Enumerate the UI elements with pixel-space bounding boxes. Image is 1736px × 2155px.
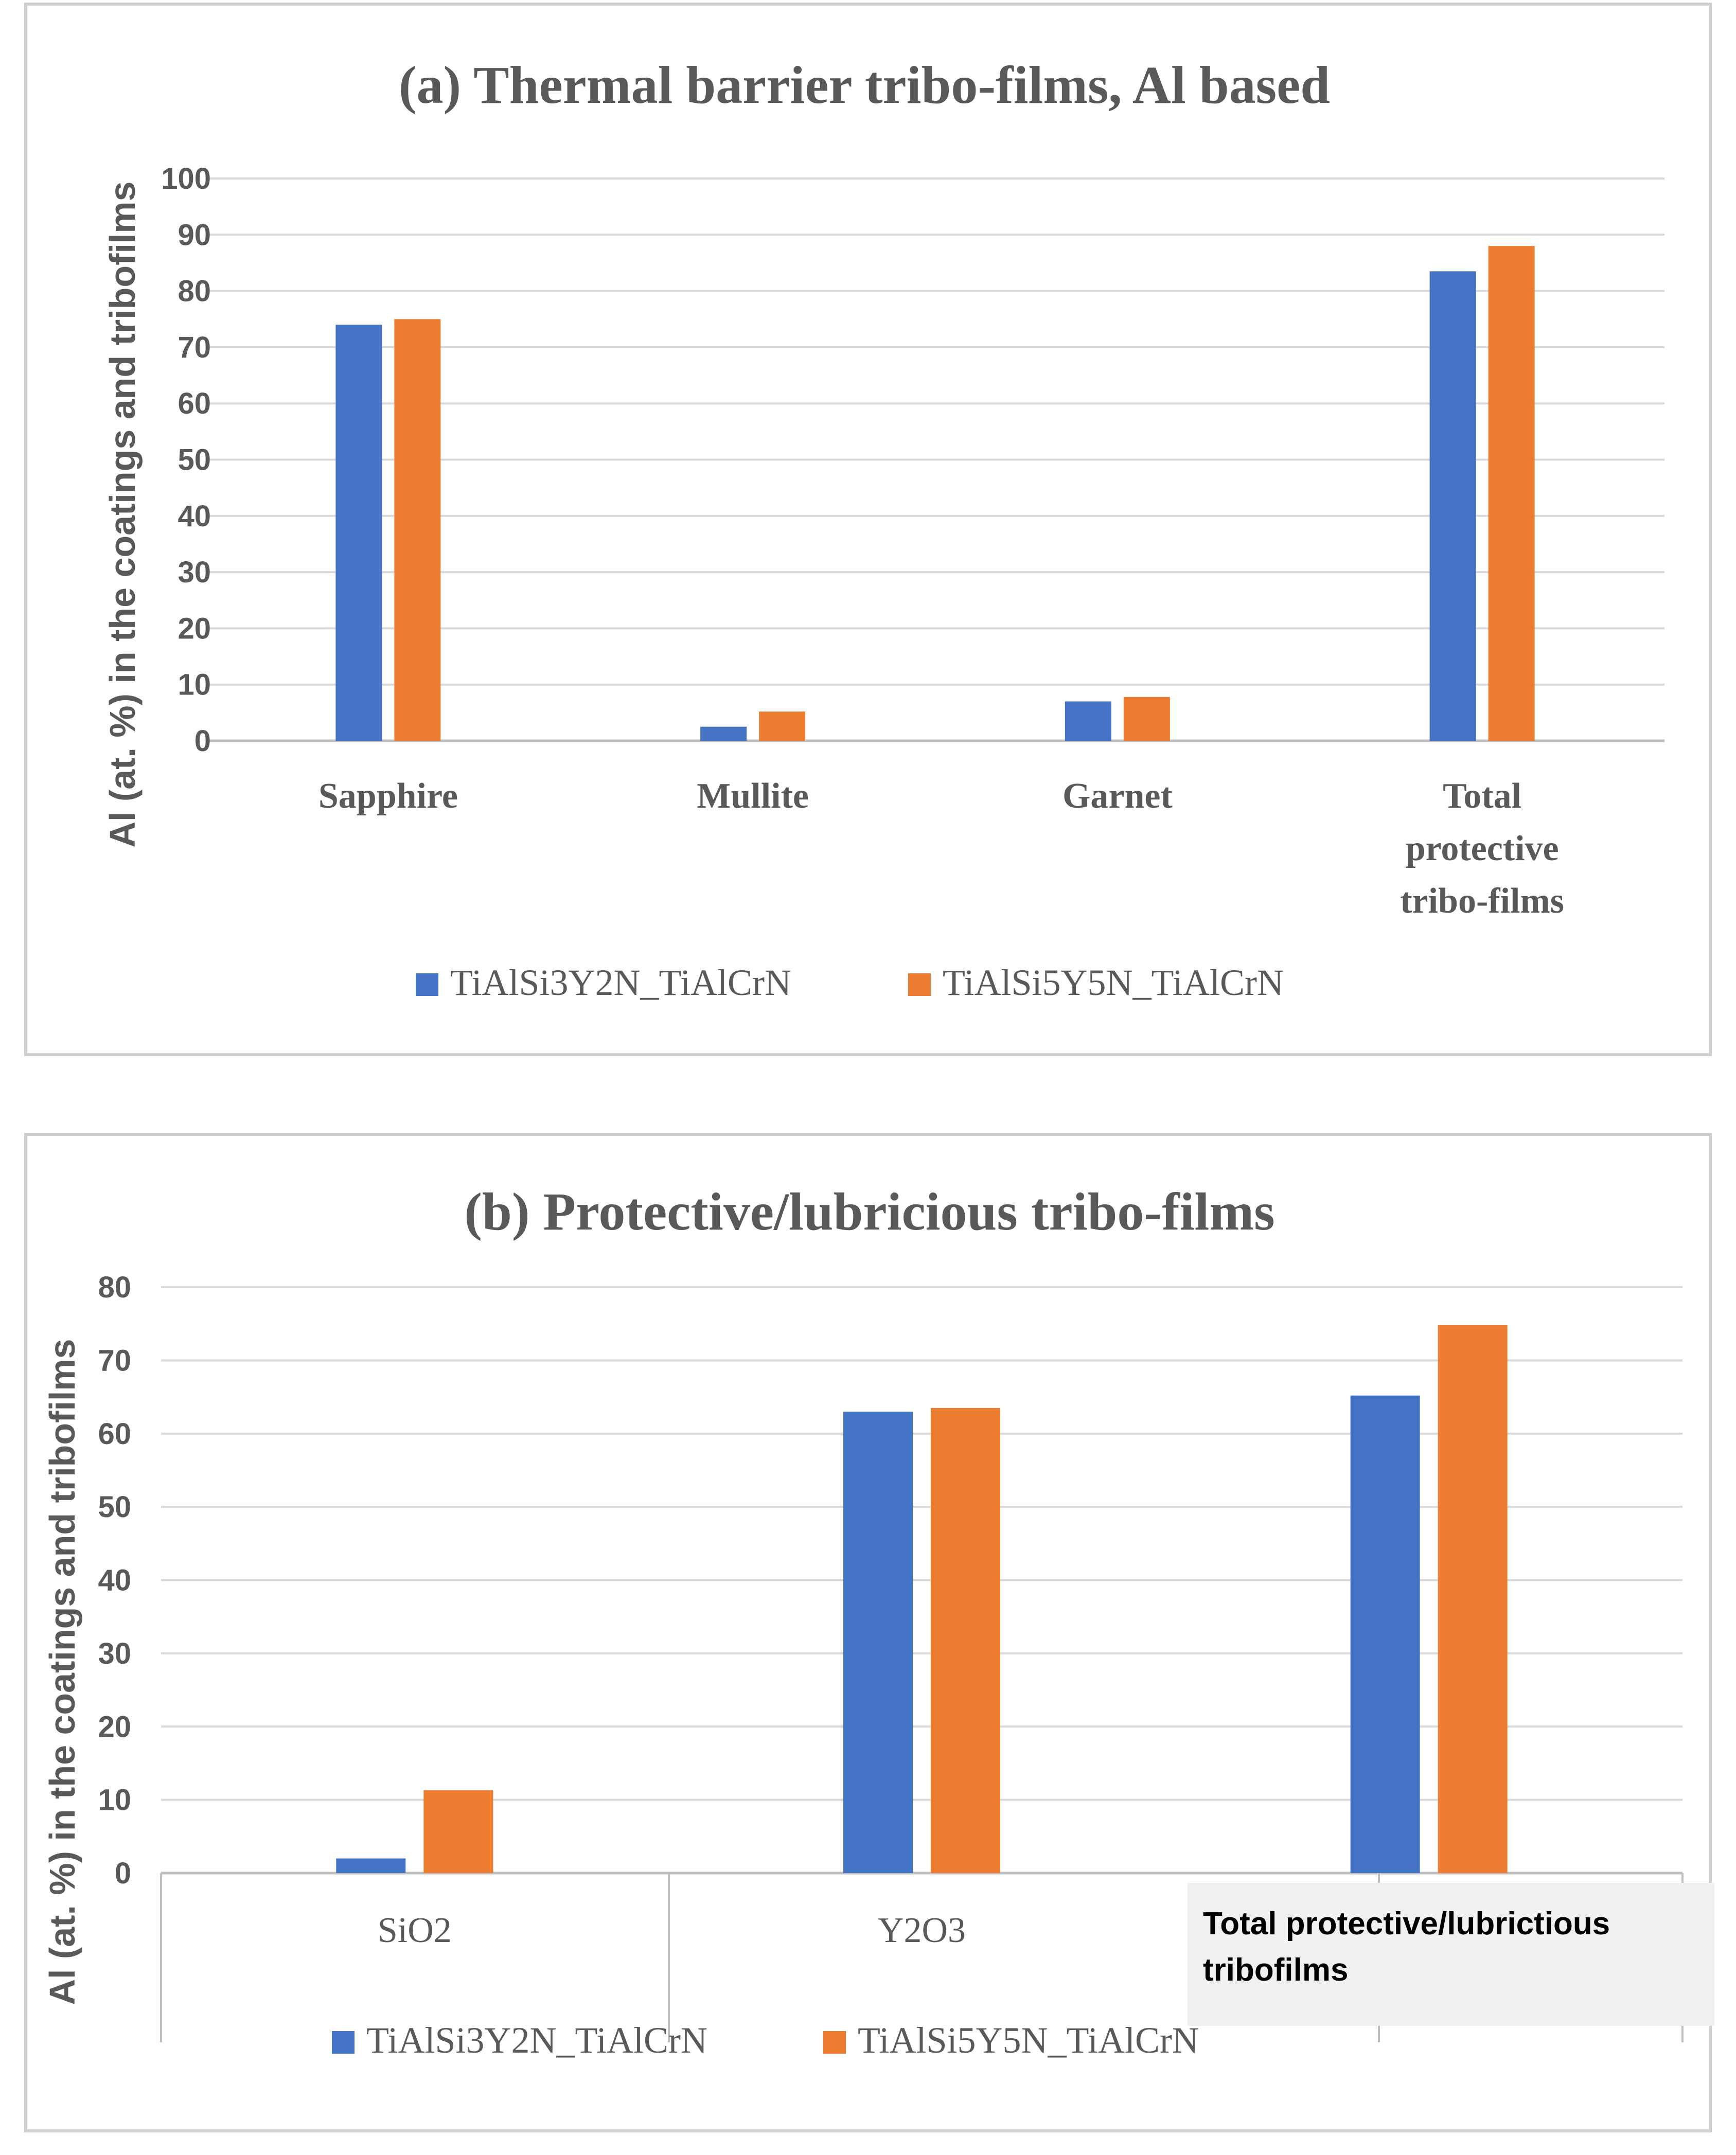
chart-a-y-tick-label: 80: [178, 275, 211, 308]
chart-a-legend-swatch-series2: [908, 973, 931, 996]
chart-b-bar-2-3: [1438, 1325, 1508, 1873]
chart-b-bar-1-2: [843, 1412, 913, 1873]
chart-a-y-tick-label: 90: [178, 218, 211, 252]
chart-b-y-tick-label: 50: [98, 1490, 131, 1524]
chart-b-bar-2-1: [423, 1790, 493, 1873]
chart-b-legend-label-series2: TiAlSi5Y5N_TiAlCrN: [858, 2020, 1199, 2061]
chart-b-y-tick-label: 20: [98, 1710, 131, 1743]
chart-a-bar-2-4: [1488, 246, 1535, 741]
overlay-label-line2: tribofilms: [1203, 1952, 1348, 1988]
chart-b-y-tick-label: 30: [98, 1637, 131, 1670]
chart-b-y-tick-label: 0: [115, 1857, 131, 1890]
chart-b-y-tick-label: 60: [98, 1417, 131, 1451]
chart-a-plot: 0 10 20 30 40 50 60 70 80 90 100 Sapphire Mullite Gar…: [161, 162, 1664, 921]
chart-a-bar-1-4: [1429, 271, 1476, 741]
chart-a-bar-1-1: [335, 325, 382, 741]
chart-a-y-tick-label: 30: [178, 556, 211, 589]
chart-a-y-tick-label: 50: [178, 443, 211, 477]
overlay-label-background: [1188, 1883, 1714, 2026]
chart-a-bar-1-3: [1065, 701, 1111, 741]
chart-a-bar-1-2: [700, 726, 747, 741]
chart-b-overlay-category-label: Total protective/lubrictious tribofilms: [1188, 1883, 1714, 2026]
chart-a-bar-2-1: [394, 319, 441, 741]
chart-a-y-tick-label: 40: [178, 500, 211, 533]
chart-b-legend-swatch-series2: [823, 2031, 846, 2054]
chart-a-y-tick-label: 70: [178, 331, 211, 364]
chart-a-category-label: protective: [1406, 829, 1559, 868]
chart-b-title: (b) Protective/lubricious tribo-films: [464, 1182, 1274, 1241]
chart-b-category-label: SiO2: [378, 1911, 452, 1950]
chart-a-legend-swatch-series1: [416, 973, 438, 996]
chart-a-category-label: Sapphire: [318, 776, 458, 816]
chart-a-title: (a) Thermal barrier tribo-films, Al base…: [399, 56, 1330, 115]
chart-a-bar-2-2: [759, 711, 806, 741]
chart-a-legend: TiAlSi3Y2N_TiAlCrN TiAlSi5Y5N_TiAlCrN: [416, 962, 1284, 1003]
chart-a-y-tick-label: 10: [178, 668, 211, 702]
chart-a-legend-label-series1: TiAlSi3Y2N_TiAlCrN: [450, 962, 791, 1003]
chart-a-y-tick-label: 100: [161, 162, 211, 195]
chart-a-y-tick-label: 60: [178, 387, 211, 420]
chart-a-category-label: Total: [1443, 776, 1521, 816]
chart-b-legend-label-series1: TiAlSi3Y2N_TiAlCrN: [366, 2020, 707, 2061]
chart-a-y-axis-label: Al (at. %) in the coatings and tribofilm…: [102, 181, 143, 847]
chart-b-bar-2-2: [931, 1408, 1000, 1873]
chart-b-y-tick-label: 40: [98, 1564, 131, 1597]
chart-b-bar-1-3: [1350, 1395, 1420, 1873]
chart-b-y-tick-label: 80: [98, 1271, 131, 1304]
chart-b-plot: 0 10 20 30 40 50 60 70 80 SiO2 Y2O3: [98, 1271, 1682, 1950]
chart-b-y-axis-label: Al (at. %) in the coatings and tribofilm…: [42, 1339, 82, 2005]
overlay-label-line1: Total protective/lubrictious: [1203, 1906, 1610, 1942]
chart-b-legend-swatch-series1: [332, 2031, 355, 2054]
chart-b-bar-1-1: [336, 1858, 406, 1873]
chart-b-y-tick-label: 10: [98, 1784, 131, 1817]
chart-a-category-label: Garnet: [1062, 776, 1173, 816]
chart-b-y-tick-label: 70: [98, 1344, 131, 1377]
chart-a-category-label: Mullite: [697, 776, 809, 816]
chart-b-legend: TiAlSi3Y2N_TiAlCrN TiAlSi5Y5N_TiAlCrN: [332, 2020, 1199, 2061]
chart-a-y-tick-label: 0: [194, 724, 211, 758]
chart-a-y-tick-label: 20: [178, 612, 211, 645]
chart-a-category-label: tribo-films: [1400, 881, 1564, 921]
chart-a-bar-2-3: [1123, 697, 1170, 741]
chart-a-legend-label-series2: TiAlSi5Y5N_TiAlCrN: [943, 962, 1284, 1003]
chart-b-category-label: Y2O3: [878, 1911, 966, 1950]
